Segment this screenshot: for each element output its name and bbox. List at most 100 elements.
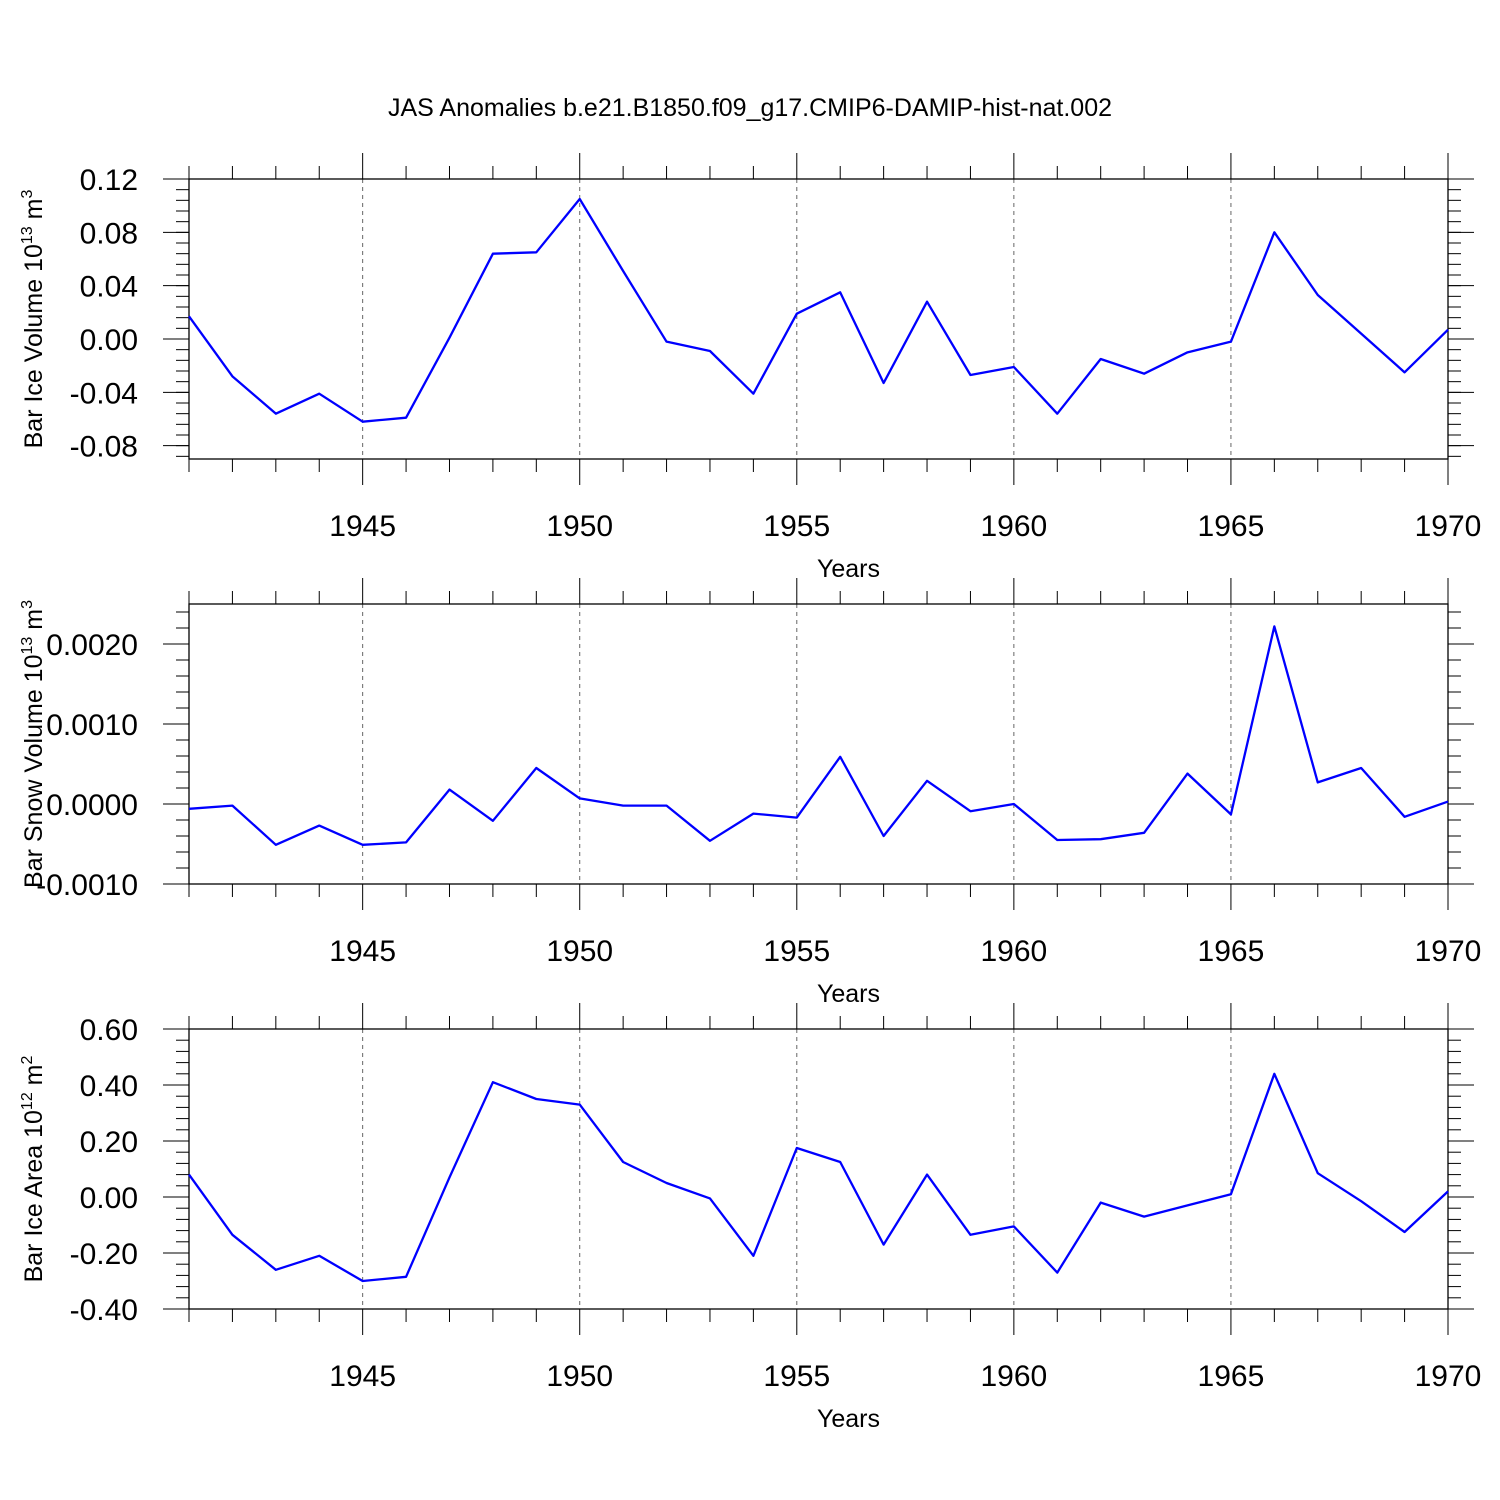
data-point	[1055, 838, 1059, 842]
plot-frame	[188, 603, 1449, 885]
y-tick-label: 0.12	[80, 164, 138, 197]
y-tick-label: 0.08	[80, 217, 138, 250]
data-point	[1403, 815, 1407, 819]
y-tick-label: 0.0010	[46, 709, 138, 742]
y-axis-title: Bar Snow Volume 1013 m3	[19, 600, 48, 888]
data-point	[1272, 624, 1276, 628]
y-tick-label: 0.00	[80, 324, 138, 357]
data-point	[882, 834, 886, 838]
panel-1: -0.08 -0.04 0.00 0.04 0.08 0.12 1945 1950 1955 19…	[19, 153, 1481, 583]
x-tick-label: 1960	[980, 935, 1047, 968]
data-point	[1446, 328, 1450, 332]
data-point	[1403, 370, 1407, 374]
data-point	[708, 349, 712, 353]
series-line	[188, 197, 1449, 423]
data-point	[1446, 1189, 1450, 1193]
data-point	[578, 197, 582, 201]
y-tick-label: -0.0010	[36, 869, 138, 902]
data-point	[751, 1254, 755, 1258]
x-tick-label: 1950	[546, 935, 613, 968]
data-point	[404, 1275, 408, 1279]
data-point	[1316, 1171, 1320, 1175]
x-axis-title: Years	[817, 555, 880, 583]
data-point	[1316, 780, 1320, 784]
data-point	[1316, 293, 1320, 297]
panel-3: -0.40 -0.20 0.00 0.20 0.40 0.60 1945 1950 1955 19…	[19, 1003, 1481, 1433]
x-axis-title: Years	[817, 1405, 880, 1433]
plot-frame	[188, 1028, 1449, 1310]
data-point	[1012, 802, 1016, 806]
y-tick-label: -0.20	[70, 1238, 138, 1271]
data-point	[1055, 412, 1059, 416]
data-point	[968, 809, 972, 813]
data-point	[230, 804, 234, 808]
y-tick-label: 0.0020	[46, 629, 138, 662]
data-point	[361, 843, 365, 847]
chart-title: JAS Anomalies b.e21.B1850.f09_g17.CMIP6-…	[388, 94, 1112, 122]
y-tick-label: 0.04	[80, 271, 138, 304]
data-point	[1229, 1192, 1233, 1196]
data-point	[1186, 1203, 1190, 1207]
data-point	[621, 1160, 625, 1164]
x-tick-label: 1960	[980, 510, 1047, 543]
data-point	[925, 779, 929, 783]
y-tick-label: -0.04	[70, 377, 138, 410]
data-point	[882, 381, 886, 385]
y-tick-label: 0.0000	[46, 789, 138, 822]
x-tick-label: 1960	[980, 1360, 1047, 1393]
data-point	[882, 1243, 886, 1247]
data-point	[230, 374, 234, 378]
data-point	[317, 392, 321, 396]
data-point	[1272, 1072, 1276, 1076]
data-point	[447, 336, 451, 340]
data-point	[404, 416, 408, 420]
data-point	[925, 1173, 929, 1177]
y-tick-label: -0.40	[70, 1294, 138, 1327]
data-point	[665, 1181, 669, 1185]
y-axis-title: Bar Ice Volume 1013 m3	[19, 190, 48, 449]
x-tick-label: 1970	[1415, 1360, 1482, 1393]
data-point	[838, 290, 842, 294]
data-point	[968, 373, 972, 377]
data-point	[838, 1160, 842, 1164]
x-tick-label: 1965	[1198, 510, 1265, 543]
data-point	[1229, 812, 1233, 816]
data-point	[1012, 1224, 1016, 1228]
data-point	[1446, 800, 1450, 804]
x-tick-label: 1970	[1415, 510, 1482, 543]
data-point	[1099, 357, 1103, 361]
data-point	[665, 340, 669, 344]
x-tick-label: 1955	[763, 510, 830, 543]
data-point	[665, 804, 669, 808]
data-point	[361, 1279, 365, 1283]
data-point	[491, 1080, 495, 1084]
data-point	[795, 816, 799, 820]
data-point	[1012, 365, 1016, 369]
data-point	[621, 804, 625, 808]
data-point	[1359, 1199, 1363, 1203]
series-line	[188, 625, 1449, 846]
data-point	[534, 766, 538, 770]
x-tick-label: 1945	[329, 510, 396, 543]
x-tick-label: 1945	[329, 935, 396, 968]
y-tick-label: 0.00	[80, 1182, 138, 1215]
data-point	[925, 300, 929, 304]
data-point	[1229, 340, 1233, 344]
data-point	[447, 1175, 451, 1179]
data-point	[751, 392, 755, 396]
data-point	[491, 819, 495, 823]
y-tick-label: 0.40	[80, 1070, 138, 1103]
x-tick-label: 1945	[329, 1360, 396, 1393]
plot-frame	[188, 178, 1449, 460]
data-point	[1099, 837, 1103, 841]
data-point	[968, 1233, 972, 1237]
data-point	[1099, 1201, 1103, 1205]
data-point	[230, 1233, 234, 1237]
data-point	[187, 807, 191, 811]
x-tick-label: 1955	[763, 1360, 830, 1393]
data-point	[274, 1268, 278, 1272]
x-axis-title: Years	[817, 980, 880, 1008]
data-point	[1142, 1215, 1146, 1219]
y-axis-title: Bar Ice Area 1012 m2	[19, 1056, 48, 1283]
